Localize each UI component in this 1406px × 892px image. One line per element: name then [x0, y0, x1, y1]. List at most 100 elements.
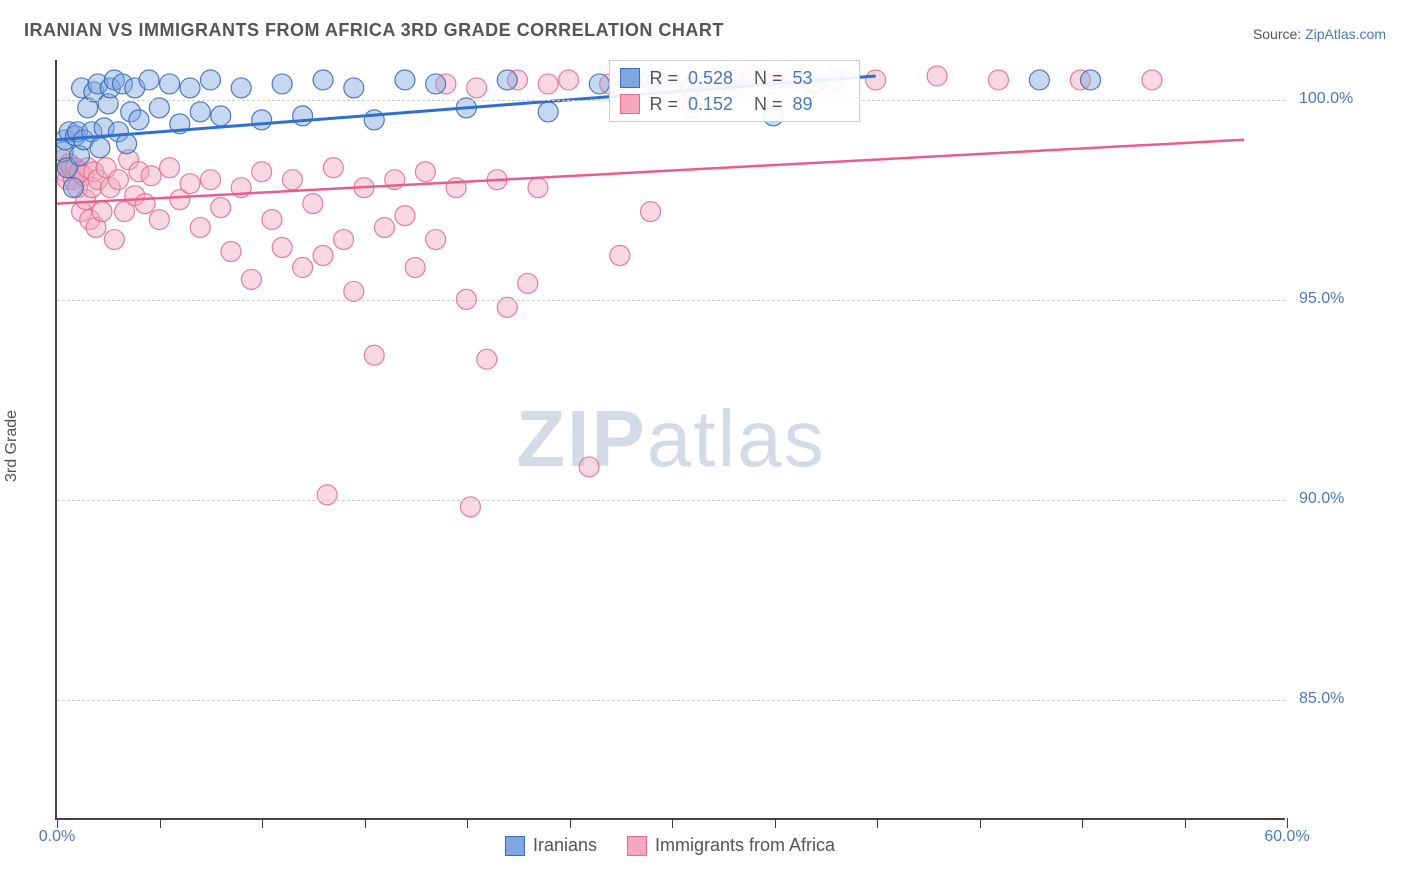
watermark-rest: atlas	[647, 394, 826, 483]
data-point	[104, 230, 124, 250]
x-tick-label: 60.0%	[1264, 828, 1309, 846]
data-point	[1029, 70, 1049, 90]
watermark: ZIPatlas	[516, 393, 825, 485]
data-point	[303, 194, 323, 214]
source-prefix: Source:	[1253, 26, 1305, 42]
data-point	[100, 78, 120, 98]
data-point	[74, 130, 94, 150]
data-point	[610, 246, 630, 266]
data-point	[65, 158, 85, 178]
source-link[interactable]: ZipAtlas.com	[1305, 26, 1386, 42]
data-point	[72, 78, 92, 98]
data-point	[395, 70, 415, 90]
legend-label: Immigrants from Africa	[655, 835, 835, 856]
data-point	[344, 281, 364, 301]
data-point	[90, 138, 110, 158]
data-point	[74, 166, 94, 186]
data-point	[518, 273, 538, 293]
data-point	[135, 194, 155, 214]
data-point	[88, 74, 108, 94]
data-point	[84, 162, 104, 182]
data-point	[80, 210, 100, 230]
r-value: 0.152	[688, 91, 744, 117]
data-point	[84, 82, 104, 102]
data-point	[313, 70, 333, 90]
data-point	[201, 70, 221, 90]
data-point	[63, 170, 83, 190]
data-point	[436, 74, 456, 94]
data-point	[272, 74, 292, 94]
x-tick-mark	[570, 818, 571, 828]
x-tick-mark	[160, 818, 161, 828]
data-point	[272, 238, 292, 258]
data-point	[221, 242, 241, 262]
data-point	[334, 230, 354, 250]
data-point	[211, 106, 231, 126]
data-point	[866, 70, 886, 90]
n-value: 89	[793, 91, 849, 117]
r-label: R =	[650, 65, 679, 91]
x-tick-mark	[1082, 818, 1083, 828]
data-point	[121, 102, 141, 122]
data-point	[395, 206, 415, 226]
stats-row: R =0.528N =53	[620, 65, 849, 91]
data-point	[94, 118, 114, 138]
data-point	[119, 150, 139, 170]
data-point	[241, 269, 261, 289]
data-point	[415, 162, 435, 182]
n-label: N =	[754, 65, 783, 91]
data-point	[252, 110, 272, 130]
data-point	[426, 74, 446, 94]
data-point	[59, 154, 79, 174]
plot-svg	[57, 60, 1285, 818]
legend-item: Immigrants from Africa	[627, 835, 835, 856]
x-tick-mark	[980, 818, 981, 828]
y-tick-label: 95.0%	[1299, 290, 1344, 308]
data-point	[467, 78, 487, 98]
legend-swatch	[620, 68, 640, 88]
data-point	[61, 158, 81, 178]
data-point	[201, 170, 221, 190]
gridline-h	[57, 700, 1285, 701]
data-point	[313, 246, 333, 266]
data-point	[149, 210, 169, 230]
legend-swatch	[620, 94, 640, 114]
data-point	[589, 74, 609, 94]
data-point	[1070, 70, 1090, 90]
data-point	[129, 110, 149, 130]
x-tick-mark	[1185, 818, 1186, 828]
data-point	[344, 78, 364, 98]
chart-container: ZIPatlas 85.0%90.0%95.0%100.0%0.0%60.0% …	[55, 60, 1285, 820]
source-label: Source: ZipAtlas.com	[1253, 26, 1386, 42]
data-point	[67, 122, 87, 142]
gridline-h	[57, 300, 1285, 301]
data-point	[262, 210, 282, 230]
trend-line	[57, 140, 1244, 204]
data-point	[96, 158, 116, 178]
chart-plot-area: ZIPatlas 85.0%90.0%95.0%100.0%0.0%60.0%	[55, 60, 1285, 820]
data-point	[231, 178, 251, 198]
stats-legend-box: R =0.528N =53R = 0.152 N = 89	[609, 60, 860, 122]
data-point	[323, 158, 343, 178]
data-point	[70, 162, 90, 182]
data-point	[67, 178, 87, 198]
data-point	[190, 218, 210, 238]
data-point	[86, 218, 106, 238]
data-point	[129, 162, 149, 182]
data-point	[82, 122, 102, 142]
data-point	[59, 122, 79, 142]
x-tick-mark	[365, 818, 366, 828]
data-point	[92, 202, 112, 222]
data-point	[252, 162, 272, 182]
data-point	[160, 158, 180, 178]
data-point	[125, 186, 145, 206]
n-label: N =	[754, 91, 783, 117]
data-point	[927, 66, 947, 86]
gridline-h	[57, 500, 1285, 501]
data-point	[57, 170, 77, 190]
data-point	[115, 202, 135, 222]
x-tick-mark	[672, 818, 673, 828]
x-tick-mark	[775, 818, 776, 828]
data-point	[446, 178, 466, 198]
data-point	[988, 70, 1008, 90]
